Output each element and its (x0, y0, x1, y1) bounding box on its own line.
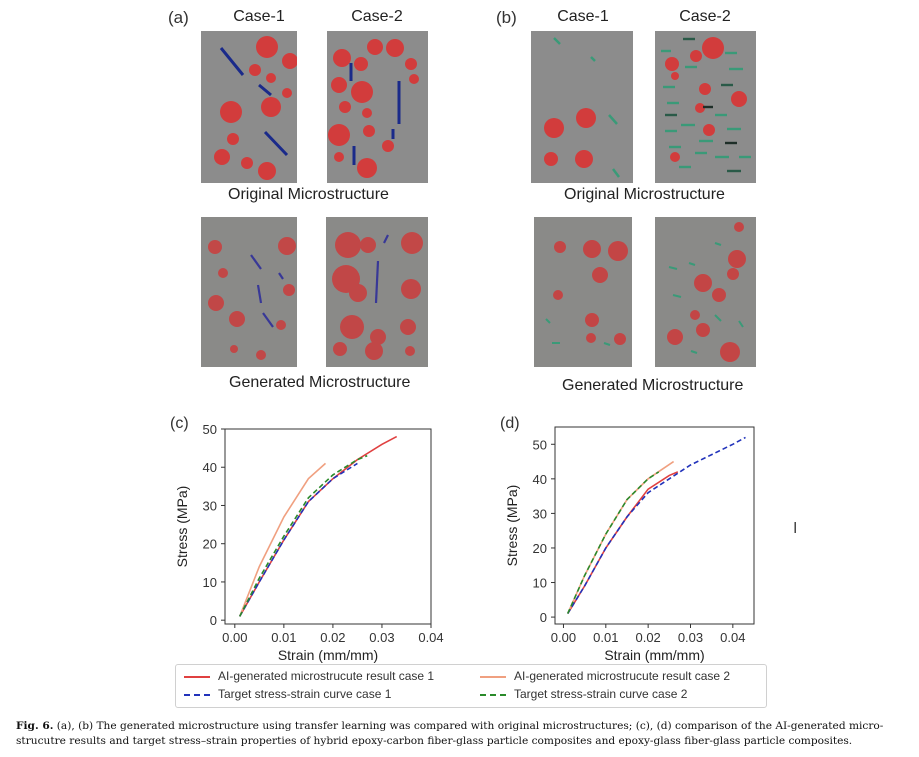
micro-b-case1-generated-image (545, 240, 628, 346)
x-tick-label: 0.03 (369, 630, 394, 645)
x-tick-label: 0.01 (271, 630, 296, 645)
micro-a-case1-original-image (214, 36, 297, 180)
panel-label: (c) (170, 415, 189, 432)
micro-a-case1-generated-image (208, 237, 296, 360)
micro-a-case1-generated (201, 217, 297, 367)
micro-a-case1-original (201, 31, 297, 183)
x-tick-label: 0.02 (320, 630, 345, 645)
legend-item-ai-case2: AI-generated microstrucute result case 2 (480, 669, 730, 683)
panel-b-case1-label: Case-1 (557, 8, 609, 25)
series-line (566, 460, 675, 614)
x-tick-label: 0.00 (551, 630, 576, 645)
legend-swatch (184, 693, 210, 696)
plot-frame (224, 428, 432, 625)
x-tick-label: 0.03 (678, 630, 703, 645)
micro-b-case1-original (531, 31, 633, 183)
plot-frame (554, 426, 755, 625)
micro-b-case1-generated (534, 217, 632, 367)
legend-label: AI-generated microstrucute result case 1 (218, 669, 435, 683)
x-tick-label: 0.01 (593, 630, 618, 645)
legend-swatch (480, 675, 506, 678)
series-line (566, 471, 660, 614)
legend-label: AI-generated microstrucute result case 2 (514, 669, 731, 683)
y-tick-label: 20 (203, 537, 217, 552)
legend-swatch (184, 675, 210, 678)
series-line (567, 436, 746, 615)
chart-c: (c) 0.00 0.01 0.02 0.03 0.04 0 10 20 30 40 50 Strain… (170, 415, 444, 663)
y-tick-label: 30 (533, 506, 547, 521)
micro-b-case2-original (655, 31, 756, 183)
series-line (238, 462, 327, 617)
panel-b-original-caption: Original Microstructure (564, 186, 725, 203)
legend-label: Target stress-strain curve case 1 (218, 687, 392, 701)
panel-label: (d) (500, 415, 520, 432)
y-tick-label: 10 (533, 576, 547, 591)
legend-item-target-case1: Target stress-strain curve case 1 (184, 687, 391, 701)
legend-item-target-case2: Target stress-strain curve case 2 (480, 687, 687, 701)
chart-legend: AI-generated microstrucute result case 1… (175, 664, 767, 708)
figure-caption: Fig. 6. (a), (b) The generated microstru… (16, 719, 911, 749)
panel-a-case1-label: Case-1 (233, 8, 285, 25)
micro-a-case2-original-image (328, 39, 419, 178)
y-axis-label: Stress (MPa) (174, 486, 190, 568)
micro-a-case2-generated (326, 217, 428, 367)
x-tick-label: 0.02 (635, 630, 660, 645)
series-line (239, 462, 358, 617)
y-tick-label: 40 (203, 460, 217, 475)
panel-b-generated-caption: Generated Microstructure (562, 377, 744, 394)
chart-d: (d) 0.00 0.01 0.02 0.03 0.04 0 10 20 30 40 50 Strain… (500, 415, 755, 663)
y-tick-label: 10 (203, 575, 217, 590)
panel-a-generated-caption: Generated Microstructure (229, 374, 411, 391)
x-tick-label: 0.04 (720, 630, 745, 645)
panel-a-label: (a) (168, 8, 189, 27)
legend-swatch (480, 693, 506, 696)
series-line (567, 471, 679, 615)
micro-a-case2-generated-image (332, 232, 423, 360)
y-axis-label: Stress (MPa) (504, 485, 520, 567)
micro-b-case2-generated-image (667, 222, 746, 362)
figure-caption-text: (a), (b) The generated microstructure us… (16, 720, 884, 747)
x-tick-label: 0.04 (418, 630, 443, 645)
legend-label: Target stress-strain curve case 2 (514, 687, 688, 701)
panel-a-case2-label: Case-2 (351, 8, 403, 25)
y-tick-label: 0 (210, 613, 217, 628)
y-tick-label: 40 (533, 472, 547, 487)
series-line (239, 435, 398, 617)
legend-item-ai-case1: AI-generated microstrucute result case 1 (184, 669, 434, 683)
series-line (238, 455, 368, 617)
micro-b-case2-original-image (661, 37, 751, 173)
micro-a-case2-original (327, 31, 428, 183)
panel-a-original-caption: Original Microstructure (228, 186, 389, 203)
panel-b-case2-label: Case-2 (679, 8, 731, 25)
panel-b-label: (b) (496, 8, 517, 27)
y-tick-label: 50 (533, 437, 547, 452)
y-tick-label: 20 (533, 541, 547, 556)
text-cursor-icon: I (793, 520, 798, 537)
figure-label: Fig. 6. (16, 720, 54, 732)
x-tick-label: 0.00 (222, 630, 247, 645)
micro-b-case2-generated (655, 217, 756, 367)
y-tick-label: 0 (540, 610, 547, 625)
micro-b-case1-original-image (544, 37, 620, 178)
x-axis-label: Strain (mm/mm) (604, 647, 704, 663)
x-axis-label: Strain (mm/mm) (278, 647, 378, 663)
y-tick-label: 50 (203, 422, 217, 437)
y-tick-label: 30 (203, 498, 217, 513)
